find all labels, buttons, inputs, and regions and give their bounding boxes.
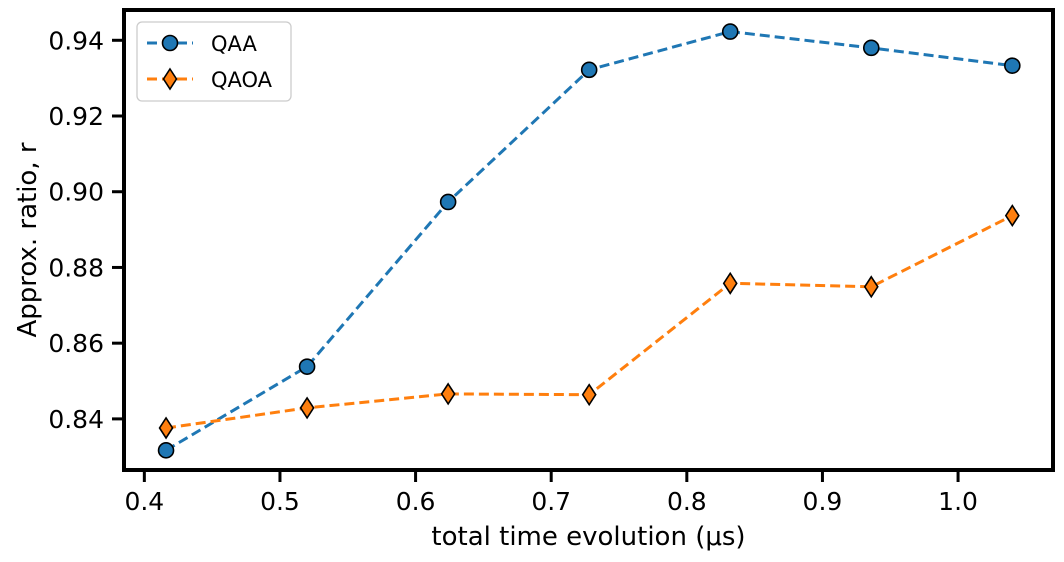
- y-axis-label: Approx. ratio, r: [13, 142, 43, 337]
- x-axis-label: total time evolution (μs): [431, 522, 745, 552]
- data-point-qaa: [580, 61, 598, 79]
- data-point-qaa: [298, 358, 316, 375]
- data-point-qaoa: [299, 396, 315, 420]
- y-tick-label: 0.94: [48, 26, 104, 55]
- data-point-qaa: [157, 442, 175, 459]
- data-point-qaoa: [722, 271, 738, 295]
- x-tick-label: 0.5: [260, 487, 300, 516]
- series-qaoa: [158, 204, 1020, 440]
- plot-frame: [122, 8, 1055, 472]
- y-tick-label: 0.90: [48, 178, 104, 207]
- data-point-qaa: [1004, 57, 1021, 74]
- legend-marker: [161, 34, 179, 52]
- x-tick-label: 1.0: [938, 487, 978, 516]
- legend-item-qaoa: QAOA: [147, 67, 273, 92]
- data-point-qaoa: [581, 383, 597, 407]
- data-point-qaoa: [158, 416, 174, 440]
- legend-label: QAA: [211, 32, 257, 56]
- y-tick-label: 0.92: [48, 102, 104, 131]
- x-tick-label: 0.7: [531, 487, 571, 516]
- x-tick-label: 0.9: [803, 487, 843, 516]
- data-point-qaa: [439, 193, 457, 211]
- legend-marker: [162, 67, 178, 91]
- y-tick-label: 0.86: [48, 329, 104, 358]
- data-point-qaa: [721, 23, 739, 40]
- y-tick-label: 0.84: [48, 405, 104, 434]
- data-point-qaoa: [440, 382, 456, 406]
- legend: QAA QAOA: [136, 21, 292, 102]
- plot-series: [157, 23, 1021, 459]
- y-tick-label: 0.88: [48, 253, 104, 282]
- data-point-qaoa: [1004, 204, 1020, 228]
- axis-ticks: 0.4 0.5 0.6 0.7 0.8 0.9 1.0 0.84 0.86 0.88 0.90 0.9…: [48, 26, 978, 516]
- legend-item-qaa: QAA: [147, 32, 257, 56]
- x-tick-label: 0.8: [667, 487, 707, 516]
- x-tick-label: 0.4: [124, 487, 164, 516]
- legend-label: QAOA: [211, 68, 273, 92]
- x-tick-label: 0.6: [396, 487, 436, 516]
- data-point-qaoa: [863, 275, 879, 299]
- data-point-qaa: [862, 39, 880, 57]
- series-qaa: [157, 23, 1021, 459]
